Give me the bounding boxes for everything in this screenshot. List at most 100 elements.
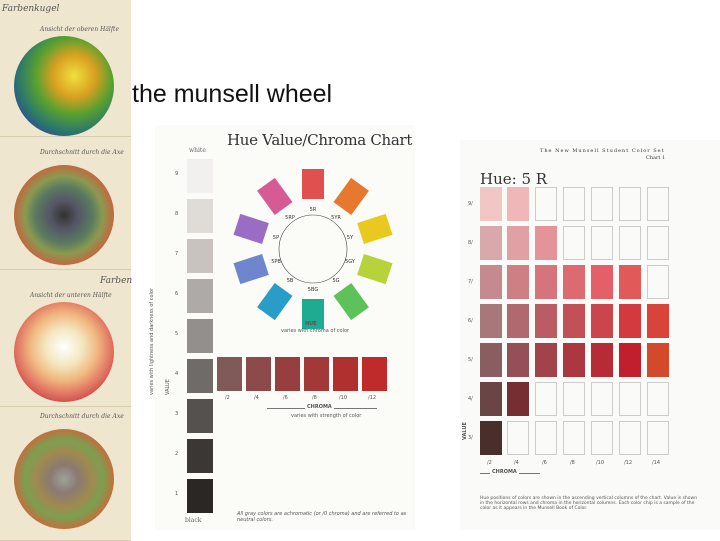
hue-value-chroma-chart: Hue Value/Chroma Chart white 9 8 7 6 5 4… — [149, 125, 417, 530]
hue-label: 5BG — [308, 287, 319, 293]
empty-chip — [647, 265, 669, 299]
hue-chip — [233, 253, 269, 285]
color-chip — [591, 343, 613, 377]
runge-corner-label: Farbenkugel — [2, 4, 60, 14]
value-axis-label: VALUE — [165, 379, 171, 395]
value-number: 3 — [175, 411, 179, 417]
color-chip — [535, 304, 557, 338]
runge-caption: Durchschnitt durch die Axe — [40, 413, 124, 420]
value-label: 7/ — [468, 279, 473, 285]
empty-chip — [591, 187, 613, 221]
runge-corner-label: Farben — [100, 276, 133, 286]
chroma-label: /4 — [254, 395, 259, 401]
value-number: 4 — [175, 371, 179, 377]
chroma-label: /8 — [312, 395, 317, 401]
empty-chip — [535, 421, 557, 455]
color-chip — [507, 187, 529, 221]
color-chip — [619, 343, 641, 377]
empty-chip — [563, 382, 585, 416]
runge-section-second: Durchschnitt durch die Axe — [0, 137, 131, 270]
chroma-labels: /2 /4 /6 /8 /10 /12 — [217, 395, 417, 403]
color-chip — [619, 265, 641, 299]
empty-chip — [619, 382, 641, 416]
empty-chip — [535, 187, 557, 221]
chroma-chip — [304, 357, 329, 391]
value-number: 7 — [175, 251, 179, 257]
chroma-label: /12 — [624, 460, 633, 466]
hue-label: 5Y — [347, 235, 354, 241]
runge-caption: Durchschnitt durch die Axe — [40, 149, 124, 156]
color-chip — [563, 343, 585, 377]
runge-caption: Ansicht der unteren Hälfte — [30, 292, 112, 299]
color-chip — [563, 304, 585, 338]
value-label: 3/ — [468, 435, 473, 441]
value-axis-caption: varies with lightness and darkness of co… — [149, 287, 155, 395]
hue-label: 5YR — [331, 215, 341, 221]
color-chip — [480, 382, 502, 416]
runge-sphere-cross-section — [14, 165, 114, 265]
empty-chip — [647, 226, 669, 260]
color-chip — [591, 265, 613, 299]
value-label: 9/ — [468, 201, 473, 207]
runge-section-third: Farben Ansicht der unteren Hälfte — [0, 270, 133, 407]
chroma-row — [217, 357, 417, 397]
runge-section-fourth: Durchschnitt durch die Axe — [0, 407, 131, 541]
hue-chip — [233, 213, 269, 245]
chroma-chip — [333, 357, 358, 391]
chroma-label: /4 — [514, 460, 519, 466]
hue-axis-caption: varies with chroma of color — [281, 328, 350, 334]
color-chip — [591, 304, 613, 338]
value-label: 6/ — [468, 318, 473, 324]
value-black-label: black — [185, 517, 202, 524]
empty-chip — [591, 226, 613, 260]
hue-chip — [257, 177, 293, 216]
runge-sphere-lower — [14, 302, 114, 402]
color-chip — [480, 343, 502, 377]
gray-chip — [187, 359, 213, 393]
empty-chip — [647, 382, 669, 416]
empty-chip — [507, 421, 529, 455]
gray-chip — [187, 479, 213, 513]
hue-chip — [302, 299, 324, 329]
hvc-footer-note: All gray colors are achromatic (or /0 ch… — [237, 511, 407, 523]
value-number: 8 — [175, 211, 179, 217]
runge-sphere-upper — [14, 36, 114, 136]
hue-chip — [302, 169, 324, 199]
empty-chip — [563, 226, 585, 260]
slide-title: the munsell wheel — [132, 80, 333, 108]
chroma-label: /2 — [225, 395, 230, 401]
color-chip — [480, 304, 502, 338]
gray-chip — [187, 199, 213, 233]
color-chip — [535, 265, 557, 299]
empty-chip — [591, 382, 613, 416]
chroma-label: /10 — [339, 395, 348, 401]
student-chart-note: Hue positions of colors are shown in the… — [480, 496, 698, 511]
chroma-label: /12 — [368, 395, 377, 401]
empty-chip — [563, 421, 585, 455]
color-chip — [535, 226, 557, 260]
hue-chip — [257, 282, 293, 321]
chroma-label: /14 — [652, 460, 661, 466]
student-value-axis: VALUE — [462, 422, 468, 440]
chroma-chip — [246, 357, 271, 391]
color-chip — [507, 226, 529, 260]
chroma-label: /8 — [570, 460, 575, 466]
chroma-axis-caption: varies with strength of color — [291, 413, 362, 419]
chroma-label: /6 — [283, 395, 288, 401]
hue-label: 5GY — [345, 259, 356, 265]
chroma-label: /2 — [487, 460, 492, 466]
student-chart-header: The New Munsell Student Color Set — [540, 148, 665, 154]
color-chip — [647, 343, 669, 377]
empty-chip — [619, 421, 641, 455]
color-chip — [535, 343, 557, 377]
hue-chip — [333, 282, 369, 321]
empty-chip — [647, 421, 669, 455]
gray-chip — [187, 439, 213, 473]
hue-label: 5P — [273, 235, 279, 241]
value-number: 2 — [175, 451, 179, 457]
chroma-chip — [275, 357, 300, 391]
student-value-labels: 9/ 8/ 7/ 6/ 5/ 4/ 3/ — [468, 187, 478, 469]
hue-label: 5G — [332, 278, 339, 284]
value-label: 4/ — [468, 396, 473, 402]
gray-chip — [187, 319, 213, 353]
